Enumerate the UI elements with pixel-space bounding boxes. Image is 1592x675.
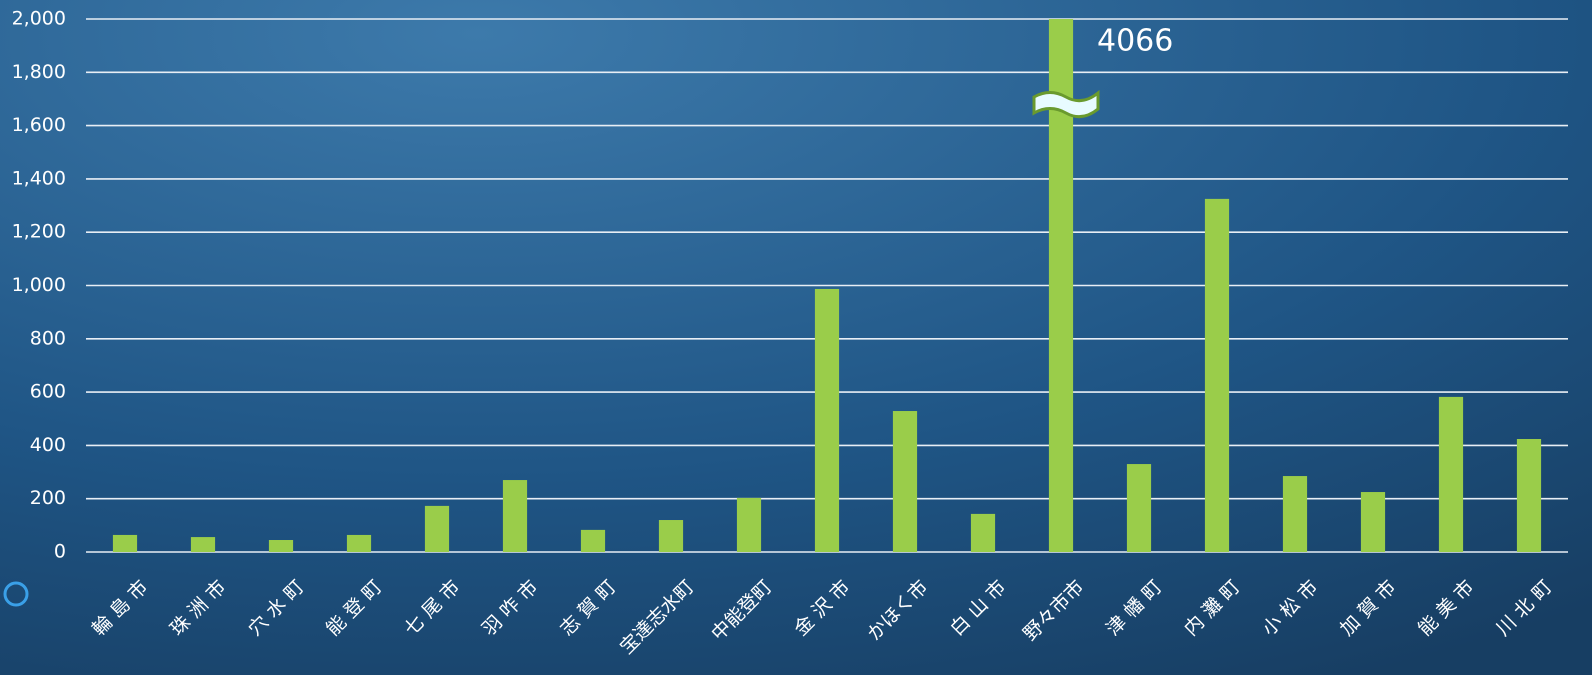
- bar: [1204, 198, 1230, 552]
- y-tick-label: 2,000: [12, 8, 66, 30]
- y-tick-label: 800: [30, 327, 66, 349]
- y-tick-label: 1,000: [12, 274, 66, 296]
- bar: [1282, 476, 1308, 552]
- bar: [970, 513, 996, 552]
- bar: [580, 529, 606, 552]
- bar: [1438, 396, 1464, 552]
- bar: [892, 411, 918, 552]
- bar: [346, 534, 372, 552]
- y-tick-label: 600: [30, 381, 66, 403]
- bar: [1360, 492, 1386, 552]
- data-label: 4066: [1097, 24, 1173, 59]
- y-tick-label: 400: [30, 434, 66, 456]
- bar: [268, 540, 294, 552]
- bar: [658, 520, 684, 552]
- bar: [1048, 19, 1074, 552]
- bar: [502, 480, 528, 552]
- bar: [1126, 464, 1152, 552]
- bar: [814, 288, 840, 552]
- y-tick-label: 1,400: [12, 167, 66, 189]
- bar: [736, 497, 762, 552]
- y-tick-label: 1,600: [12, 114, 66, 136]
- y-tick-label: 1,200: [12, 221, 66, 243]
- axis-break: [1032, 89, 1100, 119]
- bar: [190, 537, 216, 552]
- y-tick-label: 1,800: [12, 61, 66, 83]
- bar: [112, 534, 138, 552]
- bar: [1516, 439, 1542, 552]
- y-tick-label: 200: [30, 487, 66, 509]
- icon: [3, 581, 29, 607]
- bar: [424, 505, 450, 552]
- y-tick-label: 0: [54, 541, 66, 563]
